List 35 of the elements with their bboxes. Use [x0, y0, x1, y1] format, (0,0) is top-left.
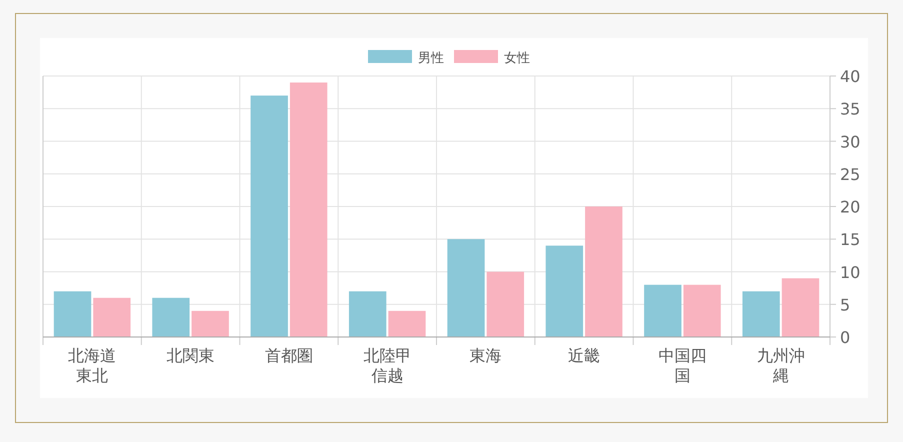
- y-tick-label: 10: [840, 262, 860, 282]
- x-tick-label: 東海: [470, 346, 502, 366]
- bar: [546, 246, 584, 337]
- bar: [742, 291, 780, 337]
- y-tick-label: 15: [840, 230, 860, 250]
- bar: [290, 82, 328, 337]
- y-tick-label: 20: [840, 198, 860, 216]
- y-tick-label: 40: [840, 67, 860, 86]
- bar: [683, 284, 721, 337]
- x-tick-label: 首都圏: [264, 346, 313, 366]
- x-tick-label: 中国四国: [658, 346, 708, 386]
- legend-label: 女性: [504, 51, 530, 66]
- bar: [250, 96, 288, 337]
- bar: [388, 310, 426, 337]
- y-tick-label: 30: [840, 132, 860, 152]
- x-tick-label: 近畿: [568, 346, 600, 366]
- x-tick-label: 北陸甲信越: [362, 346, 412, 386]
- bar: [644, 284, 682, 337]
- y-tick-label: 25: [840, 164, 860, 184]
- bar: [782, 278, 820, 337]
- legend-label: 男性: [418, 51, 444, 66]
- y-tick-label: 5: [840, 295, 850, 314]
- bar: [152, 298, 190, 337]
- bar: [93, 298, 131, 337]
- x-tick-label: 北関東: [166, 346, 215, 366]
- x-tick-label: 九州沖縄: [756, 346, 806, 386]
- bar: [447, 239, 485, 337]
- bar: [192, 310, 229, 337]
- bar: [486, 272, 524, 337]
- bar: [585, 206, 622, 337]
- x-tick-label: 北海道東北: [67, 346, 117, 386]
- bar: [54, 291, 92, 337]
- y-tick-label: 0: [840, 328, 850, 347]
- y-tick-label: 35: [840, 100, 860, 119]
- bar: [348, 291, 386, 337]
